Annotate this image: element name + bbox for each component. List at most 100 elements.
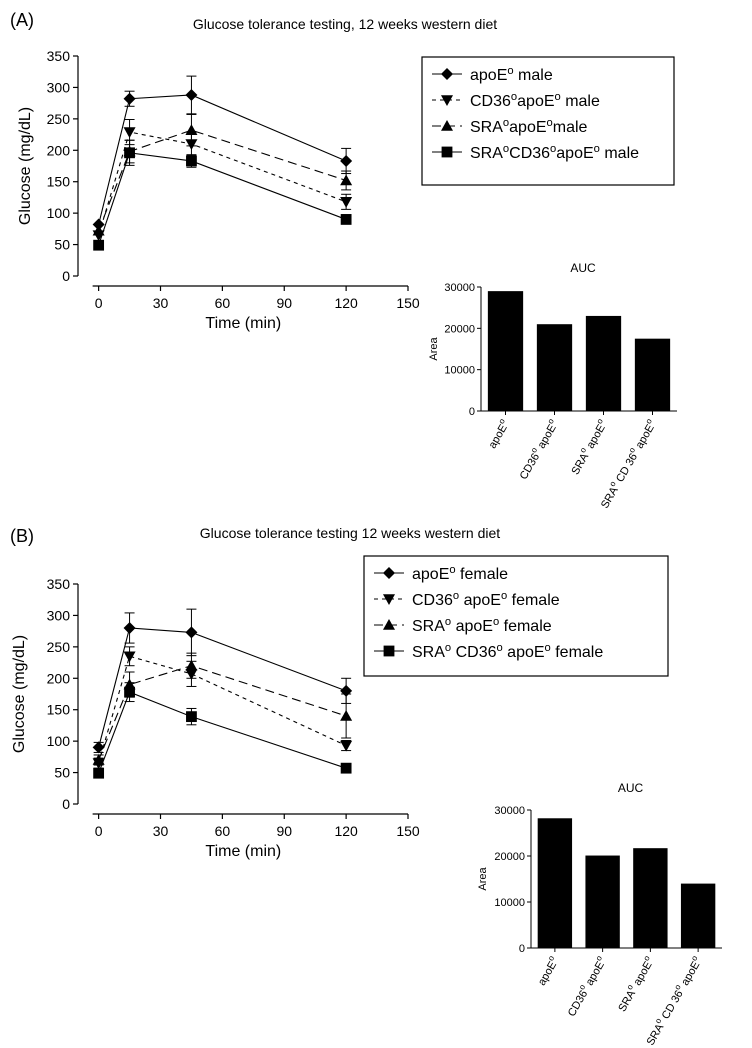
auc-bar	[487, 291, 524, 411]
y-tick-label: 350	[47, 48, 71, 64]
data-point	[185, 626, 198, 639]
y-tick-label: 350	[47, 576, 71, 592]
auc-y-tick-label: 30000	[444, 282, 475, 294]
auc-category-label: apoEo	[483, 416, 512, 451]
y-tick-label: 300	[47, 607, 71, 623]
y-tick-label: 300	[47, 79, 71, 95]
series-line	[98, 129, 347, 231]
auc-category-label: apoEo	[532, 953, 561, 988]
data-point	[92, 741, 105, 754]
data-point	[340, 740, 353, 752]
legend-marker	[383, 645, 395, 657]
data-point	[93, 767, 105, 779]
legend-a: apoEo male CD36oapoEo male SRAoapoEomale SR…	[421, 56, 675, 186]
panel-b: (B) Glucose tolerance testing 12 weeks w…	[10, 525, 722, 1048]
y-tick-label: 200	[47, 142, 71, 158]
auc-bar	[537, 818, 573, 948]
x-tick-label: 60	[215, 823, 231, 839]
auc-y-tick-label: 10000	[494, 897, 525, 909]
series-line	[98, 131, 347, 236]
series-line	[98, 152, 347, 246]
panel-a-title: Glucose tolerance testing, 12 weeks west…	[193, 16, 497, 32]
series-1	[92, 608, 353, 754]
data-point	[124, 147, 135, 159]
auc-category-label: SRAo apoEo	[566, 416, 610, 477]
auc-bar	[585, 855, 620, 948]
auc-bar	[680, 883, 716, 948]
data-point	[340, 710, 353, 721]
x-axis-title: Time (min)	[205, 843, 281, 860]
series-1	[92, 75, 353, 231]
legend-label: SRAoapoEomale	[470, 117, 588, 136]
auc-bar	[634, 338, 671, 411]
x-tick-label: 150	[396, 295, 420, 311]
series-4	[93, 682, 352, 779]
data-point	[92, 224, 105, 236]
auc-title: AUC	[618, 781, 644, 795]
legend-marker	[441, 68, 453, 80]
legend-marker	[441, 95, 453, 106]
y-tick-label: 50	[54, 237, 70, 253]
data-point	[124, 686, 135, 698]
series-line	[98, 691, 347, 774]
data-point	[340, 154, 353, 167]
legend-label: SRAoCD36oapoEo male	[470, 143, 639, 162]
auc-y-axis-title: Area	[428, 337, 440, 361]
y-tick-label: 200	[47, 670, 71, 686]
auc-y-tick-label: 20000	[444, 323, 475, 335]
data-point	[340, 762, 352, 774]
auc-bar	[585, 315, 622, 411]
y-tick-label: 0	[62, 796, 70, 812]
data-point	[340, 174, 353, 186]
data-point	[340, 197, 353, 208]
legend-label: apoEo male	[470, 65, 553, 84]
y-tick-label: 250	[47, 111, 71, 127]
data-point	[185, 659, 198, 671]
glucose-line-chart-a: 0 50 100 150 200 250 300 350 0 30 60 90 120 150 Time (…	[17, 48, 420, 332]
x-tick-label: 30	[153, 823, 169, 839]
x-tick-label: 0	[95, 295, 103, 311]
auc-y-tick-label: 0	[469, 406, 475, 418]
legend-marker	[383, 619, 395, 630]
legend-label: CD36o apoEo female	[412, 590, 560, 609]
panel-b-label: (B)	[10, 526, 34, 546]
series-line	[98, 627, 347, 748]
auc-category-label: CD36o apoEo	[514, 416, 561, 482]
y-tick-label: 250	[47, 639, 71, 655]
auc-y-tick-label: 30000	[494, 805, 525, 817]
legend-label: SRAo apoEo female	[412, 616, 552, 635]
data-point	[123, 127, 136, 139]
legend-label: SRAo CD36o apoEo female	[412, 642, 603, 661]
x-axis-title: Time (min)	[205, 315, 281, 332]
y-axis-title: Glucose (mg/dL)	[11, 635, 28, 753]
auc-bar	[633, 848, 668, 948]
legend-label: CD36oapoEo male	[470, 91, 600, 110]
y-axis-title: Glucose (mg/dL)	[17, 107, 34, 225]
auc-title: AUC	[570, 261, 596, 275]
data-point	[92, 754, 105, 765]
series-3	[92, 652, 353, 766]
auc-category-label: SRAo apoEo	[613, 953, 657, 1014]
auc-bar	[536, 324, 573, 411]
series-line	[98, 655, 347, 764]
auc-y-axis-title: Area	[477, 867, 489, 891]
x-tick-label: 90	[276, 823, 292, 839]
y-tick-label: 50	[54, 765, 70, 781]
panel-b-title: Glucose tolerance testing 12 weeks weste…	[200, 525, 500, 541]
legend-marker	[441, 146, 453, 158]
data-point	[123, 622, 136, 634]
legend-b: apoEo female CD36o apoEo female SRAo apoEo…	[363, 555, 669, 677]
series-2	[92, 646, 353, 770]
panel-a: (A) Glucose tolerance testing, 12 weeks …	[10, 10, 677, 511]
x-tick-label: 30	[153, 295, 169, 311]
legend-marker	[383, 594, 395, 605]
series-line	[98, 94, 347, 225]
series-line	[98, 665, 347, 761]
x-tick-label: 60	[215, 295, 231, 311]
legend-label: apoEo female	[412, 564, 508, 583]
legend-marker	[383, 567, 395, 579]
data-point	[185, 124, 198, 135]
x-tick-label: 150	[396, 823, 420, 839]
